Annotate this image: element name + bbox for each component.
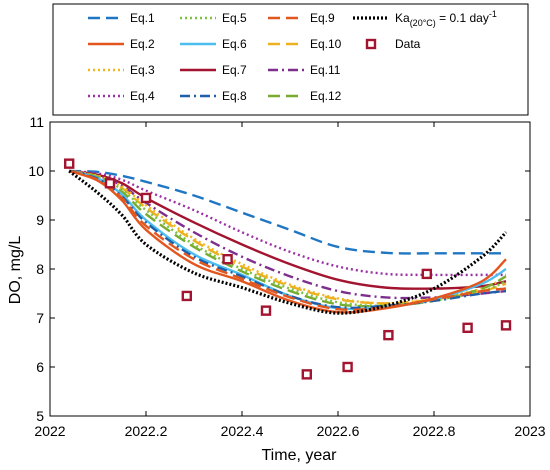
legend-label: Eq.4 [130, 89, 155, 103]
y-tick-label: 8 [36, 261, 44, 277]
axes: 2022 2022.2 2022.4 2022.6 2022.8 2023 5 6 7 8 9 10 1… [28, 114, 545, 439]
y-tick-label: 11 [29, 114, 44, 130]
legend-label: Eq.9 [310, 11, 335, 25]
x-tick-label: 2022 [34, 423, 65, 439]
legend-entry-eq-12: Eq.12 [268, 89, 342, 103]
y-tick-label: 10 [28, 163, 44, 179]
x-tick-label: 2023 [514, 423, 545, 439]
x-tick-label: 2022.6 [317, 423, 360, 439]
data-point [104, 178, 116, 189]
data-point [301, 369, 312, 380]
legend-swatch [365, 38, 377, 50]
y-tick-label: 7 [36, 310, 44, 326]
data-point [140, 192, 152, 204]
data-point [342, 361, 353, 373]
series-line-eq-7 [69, 169, 507, 290]
legend-entry-eq-11: Eq.11 [268, 63, 341, 77]
series-line-eq-1 [69, 169, 506, 255]
y-tick-label: 6 [36, 359, 44, 375]
series-line-eq-4 [69, 169, 506, 277]
legend-entry-ka: Ka(20°C) = 0.1 day-1 [353, 9, 497, 28]
legend-label: Eq.7 [222, 63, 247, 77]
series-line-eq-8 [68, 169, 507, 310]
data-point [500, 320, 512, 331]
legend-label: Eq.10 [310, 37, 342, 51]
x-tick-label: 2022.2 [125, 423, 168, 439]
legend-label: Eq.8 [222, 89, 247, 103]
legend-entry-eq-6: Eq.6 [180, 37, 247, 51]
data-point [260, 305, 272, 316]
legend-label: Eq.6 [222, 37, 247, 51]
legend-entry-eq-4: Eq.4 [88, 89, 155, 103]
legend-label: Eq.5 [222, 11, 247, 25]
legend-label: Eq.2 [130, 37, 155, 51]
legend-label: Eq.11 [310, 63, 341, 77]
y-tick-label: 5 [36, 408, 44, 424]
legend-label: Ka(20°C) = 0.1 day-1 [395, 9, 497, 28]
data-point [421, 268, 432, 280]
legend-entry-eq-7: Eq.7 [180, 63, 247, 77]
legend-entry-eq-5: Eq.5 [180, 11, 247, 25]
legend-entry-eq-9: Eq.9 [268, 11, 335, 25]
legend-entry-eq-2: Eq.2 [88, 37, 155, 51]
y-axis-title: DO, mg/L [7, 236, 24, 305]
y-tick-label: 9 [36, 212, 44, 228]
x-tick-label: 2022.8 [413, 423, 456, 439]
legend-label: Eq.3 [130, 63, 155, 77]
series-line-eq-2 [68, 169, 507, 314]
legend: Eq.1 Eq.2 Eq.3 Eq.4 Eq.5 Eq.6 Eq.7 Eq.8 Eq.9 Eq.1… [52, 3, 529, 116]
series-line-eq-11 [68, 169, 507, 300]
legend-entry-eq-10: Eq.10 [268, 37, 342, 51]
legend-entry-eq-1: Eq.1 [88, 11, 155, 25]
data-point [462, 322, 473, 333]
legend-entry-data: Data [365, 37, 421, 51]
data-point [222, 253, 233, 265]
data-point [63, 158, 75, 169]
legend-label: Eq.12 [310, 89, 342, 103]
legend-label: Eq.1 [130, 11, 155, 25]
series-line-eq-9 [68, 169, 507, 311]
plot-background [50, 122, 530, 416]
data-point [181, 290, 193, 302]
legend-label: Data [395, 37, 421, 51]
x-axis-title: Time, year [262, 447, 338, 464]
series-line-ka [68, 169, 508, 315]
plot-area [50, 122, 530, 416]
x-tick-label: 2022.4 [221, 423, 264, 439]
legend-entry-eq-8: Eq.8 [180, 89, 247, 103]
legend-entry-eq-3: Eq.3 [88, 63, 155, 77]
data-point [383, 329, 394, 341]
